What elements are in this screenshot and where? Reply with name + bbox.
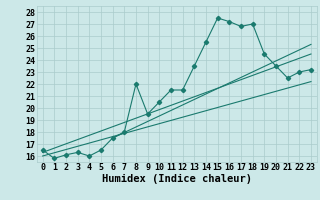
X-axis label: Humidex (Indice chaleur): Humidex (Indice chaleur) (102, 174, 252, 184)
